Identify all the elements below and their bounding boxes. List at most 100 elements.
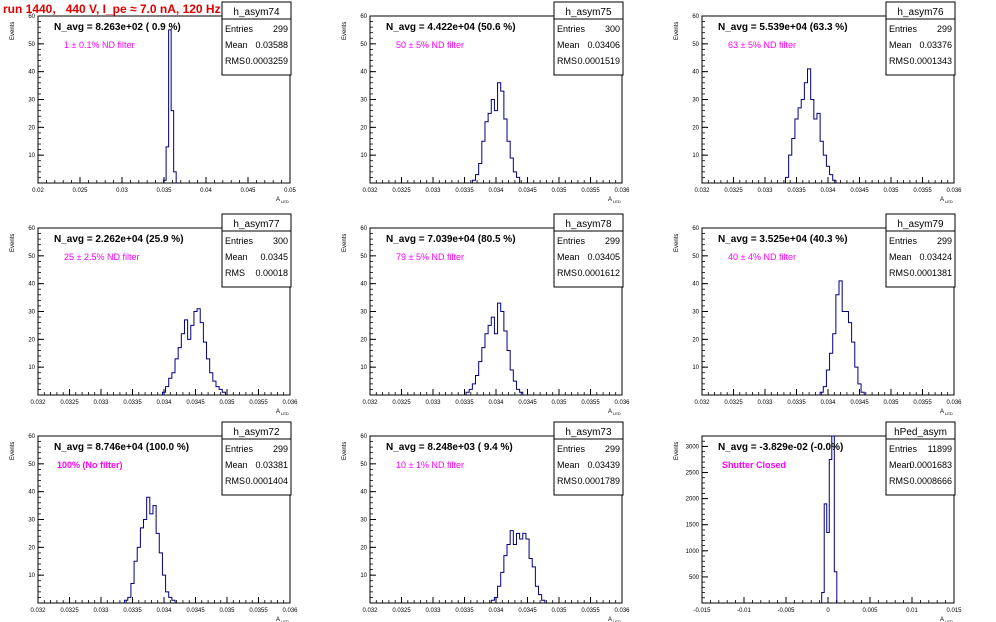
stats-title: h_asym75 bbox=[565, 7, 612, 18]
stats-box-frame bbox=[221, 421, 292, 496]
stats-title: h_asym72 bbox=[233, 427, 280, 438]
stats-label: Entries bbox=[889, 444, 918, 454]
x-tick-label: 0.01 bbox=[906, 608, 918, 614]
y-axis-title: Events bbox=[342, 442, 348, 460]
x-tick-label: 0.032 bbox=[362, 188, 378, 194]
x-tick-label: 0.032 bbox=[694, 400, 710, 406]
y-tick-label: 20 bbox=[692, 337, 699, 343]
stats-label: RMS bbox=[557, 56, 577, 66]
x-axis-title-subscript: LED bbox=[945, 411, 953, 416]
x-tick-label: 0.032 bbox=[362, 608, 378, 614]
x-tick-label: 0.036 bbox=[946, 400, 962, 406]
x-tick-label: 0.0325 bbox=[392, 608, 411, 614]
stats-label: Mean bbox=[557, 40, 580, 50]
stats-title: h_asym79 bbox=[897, 219, 944, 230]
x-axis-title-main: A bbox=[276, 197, 280, 203]
y-tick-label: 40 bbox=[28, 282, 35, 288]
x-axis-title: ALED bbox=[940, 617, 953, 622]
x-tick-label: 0.0355 bbox=[913, 188, 932, 194]
y-tick-label: 30 bbox=[360, 310, 367, 316]
stats-label: Entries bbox=[225, 444, 254, 454]
histogram-bin bbox=[488, 325, 491, 395]
x-tick-label: 0.036 bbox=[614, 400, 630, 406]
x-tick-label: 0.045 bbox=[240, 188, 256, 194]
stats-label: Mean bbox=[225, 460, 248, 470]
x-tick-label: 0.0325 bbox=[392, 188, 411, 194]
y-axis-title: Events bbox=[674, 442, 680, 460]
x-axis-title-subscript: LED bbox=[613, 411, 621, 416]
x-tick-label: 0.005 bbox=[862, 608, 878, 614]
y-tick-label: 60 bbox=[360, 226, 367, 232]
y-tick-label: 40 bbox=[360, 490, 367, 496]
x-tick-label: 0.036 bbox=[614, 188, 630, 194]
stats-label: Entries bbox=[557, 444, 586, 454]
x-axis-title-subscript: LED bbox=[945, 619, 953, 622]
stats-label: RMS bbox=[225, 56, 245, 66]
y-tick-label: 20 bbox=[28, 545, 35, 551]
x-tick-label: 0.033 bbox=[757, 188, 773, 194]
y-tick-label: 3000 bbox=[686, 444, 700, 450]
histogram-bin bbox=[513, 545, 516, 603]
stats-value: 0.0008666 bbox=[909, 476, 952, 486]
x-tick-label: 0.036 bbox=[282, 608, 298, 614]
stats-value: 0.0001519 bbox=[577, 56, 620, 66]
y-tick-label: 50 bbox=[692, 254, 699, 260]
y-tick-label: 60 bbox=[360, 14, 367, 20]
histogram-outline bbox=[163, 29, 177, 183]
stats-value: 0.00018 bbox=[255, 268, 288, 278]
x-tick-label: 0.032 bbox=[30, 608, 46, 614]
y-tick-label: 10 bbox=[28, 573, 35, 579]
x-tick-label: 0.033 bbox=[425, 400, 441, 406]
x-tick-label: 0.0345 bbox=[518, 188, 537, 194]
y-tick-label: 40 bbox=[692, 282, 699, 288]
x-tick-label: 0.0325 bbox=[724, 400, 743, 406]
stats-label: Entries bbox=[225, 236, 254, 246]
y-axis-title: Events bbox=[10, 442, 16, 460]
x-tick-label: 0.035 bbox=[551, 608, 567, 614]
x-tick-label: 0.0335 bbox=[787, 188, 806, 194]
histogram-outline bbox=[819, 280, 865, 395]
stats-value: 300 bbox=[605, 24, 620, 34]
x-tick-label: 0.0345 bbox=[518, 400, 537, 406]
x-tick-label: 0 bbox=[826, 608, 830, 614]
y-tick-label: 10 bbox=[360, 153, 367, 159]
y-tick-label: 30 bbox=[28, 518, 35, 524]
x-tick-label: 0.033 bbox=[93, 608, 109, 614]
navg-label: N_avg = 8.263e+02 ( 0.9 %) bbox=[54, 22, 181, 33]
stats-box: h_asym72 Entries 299 Mean 0.03381 RMS 0.000140… bbox=[221, 421, 292, 496]
x-tick-label: 0.0355 bbox=[581, 608, 600, 614]
x-tick-label: 0.034 bbox=[156, 400, 172, 406]
stats-title: h_asym73 bbox=[565, 427, 612, 438]
y-tick-label: 40 bbox=[360, 70, 367, 76]
stats-label: Entries bbox=[889, 24, 918, 34]
x-axis-title-subscript: LED bbox=[945, 199, 953, 204]
x-tick-label: 0.0335 bbox=[455, 400, 474, 406]
y-axis-title: Events bbox=[342, 234, 348, 252]
filter-note: 40 ± 4% ND filter bbox=[728, 252, 796, 262]
x-axis-title-subscript: LED bbox=[613, 199, 621, 204]
x-tick-label: 0.0345 bbox=[186, 400, 205, 406]
navg-label: N_avg = 3.525e+04 (40.3 %) bbox=[718, 234, 848, 245]
stats-label: RMS bbox=[889, 476, 909, 486]
y-tick-label: 30 bbox=[692, 310, 699, 316]
histogram-outline bbox=[784, 68, 837, 183]
x-tick-label: 0.025 bbox=[72, 188, 88, 194]
y-tick-label: 40 bbox=[692, 70, 699, 76]
y-tick-label: 60 bbox=[692, 226, 699, 232]
x-axis-title-main: A bbox=[940, 409, 944, 415]
navg-label: N_avg = 7.039e+04 (80.5 %) bbox=[386, 234, 516, 245]
x-tick-label: -0.015 bbox=[693, 608, 711, 614]
x-tick-label: 0.05 bbox=[284, 188, 296, 194]
y-tick-label: 30 bbox=[360, 518, 367, 524]
stats-label: RMS bbox=[889, 56, 909, 66]
x-tick-label: -0.005 bbox=[777, 608, 795, 614]
x-tick-label: 0.036 bbox=[946, 188, 962, 194]
histogram-bin bbox=[150, 514, 153, 603]
stats-label: RMS bbox=[557, 268, 577, 278]
stats-box: h_asym78 Entries 299 Mean 0.03405 RMS 0.000161… bbox=[553, 213, 624, 288]
stats-value: 0.0003259 bbox=[245, 56, 288, 66]
x-axis-title-main: A bbox=[940, 617, 944, 622]
histogram-bin bbox=[801, 100, 804, 184]
y-axis-title: Events bbox=[674, 234, 680, 252]
x-axis-title-subscript: LED bbox=[281, 619, 289, 622]
